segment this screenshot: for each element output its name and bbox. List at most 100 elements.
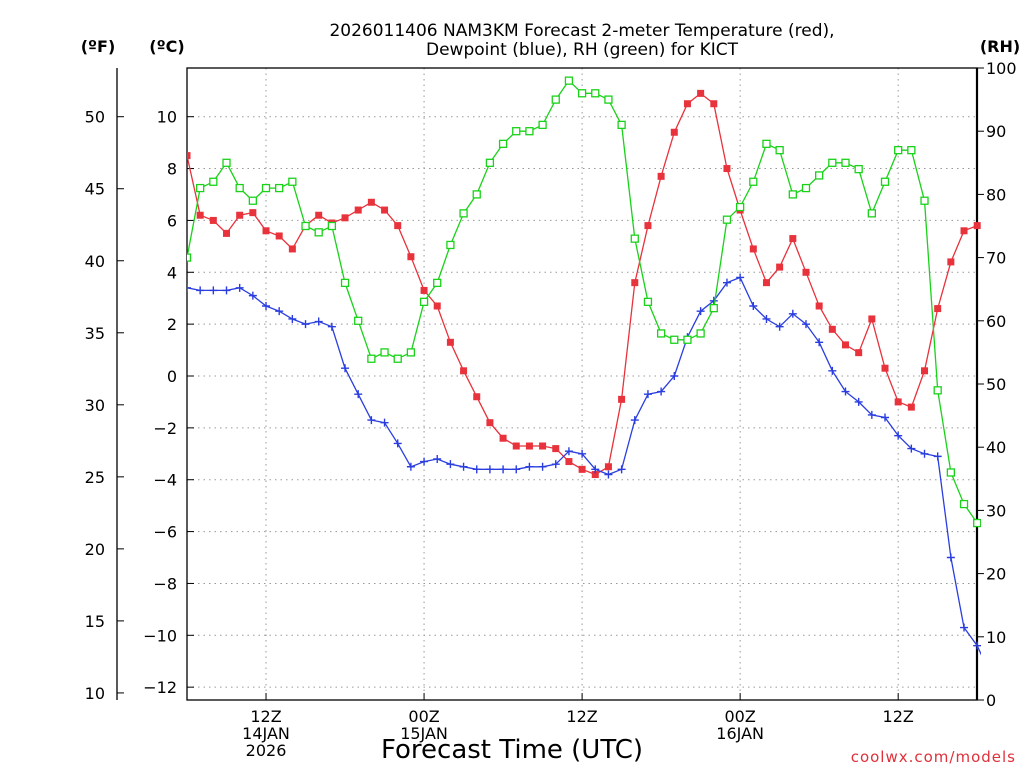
temperature-point — [828, 325, 836, 333]
temperature-point — [262, 227, 270, 235]
relative-humidity-point — [485, 158, 495, 167]
source-credit: coolwx.com/models — [851, 748, 1016, 766]
relative-humidity-point — [564, 76, 574, 85]
dewpoint-point — [433, 454, 442, 463]
dewpoint-point — [881, 413, 890, 422]
time-tick-label: 15JAN — [400, 724, 448, 743]
plot-axes: −12−10−8−6−4−2024681012Z14JAN202600Z15JA… — [85, 59, 1017, 760]
temperature-point — [354, 206, 362, 214]
fahrenheit-tick-label: 20 — [85, 540, 105, 559]
temperature-point — [288, 245, 296, 253]
celsius-tick-label: −2 — [153, 419, 177, 438]
dewpoint-point — [420, 457, 429, 466]
dewpoint-point — [657, 387, 666, 396]
time-tick-label: 12Z — [883, 707, 914, 726]
celsius-tick-label: 2 — [167, 315, 177, 334]
dewpoint-point — [722, 278, 731, 287]
temperature-point — [209, 216, 217, 224]
dewpoint-point — [591, 465, 600, 474]
temperature-point — [894, 398, 902, 406]
dewpoint-point — [354, 390, 363, 399]
dewpoint-point — [525, 462, 534, 471]
temperature-point — [187, 152, 191, 160]
dewpoint-point — [275, 307, 284, 316]
x-axis-label: Forecast Time (UTC) — [381, 735, 643, 765]
dewpoint-point — [907, 444, 916, 453]
relative-humidity-point — [920, 196, 929, 205]
temperature-point — [749, 245, 757, 253]
temperature-point — [249, 209, 257, 217]
relative-humidity-point — [327, 221, 337, 231]
fahrenheit-tick-label: 45 — [85, 180, 105, 199]
dewpoint-point — [578, 449, 587, 458]
dewpoint-point — [775, 322, 784, 331]
series-group — [187, 76, 981, 656]
temperature-point — [604, 463, 612, 471]
relative-humidity-point — [459, 209, 468, 218]
temperature-point — [236, 211, 244, 219]
temperature-point — [460, 367, 468, 375]
relative-humidity-point — [354, 316, 363, 325]
relative-humidity-point — [367, 354, 376, 363]
dewpoint-point — [538, 462, 547, 471]
dewpoint-point — [736, 273, 745, 282]
relative-humidity-point — [696, 329, 705, 338]
relative-humidity-point — [656, 329, 666, 338]
temperature-point — [539, 442, 547, 450]
relative-humidity-point — [314, 228, 323, 237]
relative-humidity-point — [301, 221, 310, 231]
relative-humidity-point — [340, 278, 350, 288]
fahrenheit-tick-label: 25 — [85, 468, 105, 487]
temperature-point — [947, 258, 955, 266]
relative-humidity-point — [472, 190, 481, 199]
dewpoint-point — [209, 286, 218, 295]
temperature-point — [670, 128, 678, 136]
relative-humidity-point — [222, 158, 231, 167]
celsius-tick-label: −12 — [143, 678, 177, 697]
temperature-point — [855, 349, 863, 357]
temperature-point — [315, 211, 323, 219]
relative-humidity-point — [187, 253, 192, 262]
rh-tick-label: 30 — [986, 501, 1006, 520]
temperature-point — [367, 198, 375, 206]
relative-humidity-point — [670, 335, 679, 344]
dewpoint-point — [248, 291, 257, 300]
time-tick-label: 00Z — [724, 707, 755, 726]
relative-humidity-point — [946, 468, 956, 477]
fahrenheit-tick-label: 40 — [85, 252, 105, 271]
dewpoint-point — [406, 462, 415, 471]
temperature-point — [907, 403, 915, 411]
temperature-point — [762, 279, 770, 287]
dewpoint-point — [854, 397, 863, 406]
temperature-point — [842, 341, 849, 349]
relative-humidity-point — [907, 146, 916, 155]
relative-humidity-point — [393, 354, 402, 363]
temperature-point — [591, 471, 599, 479]
celsius-tick-label: −8 — [153, 574, 177, 593]
relative-humidity-point — [196, 183, 205, 193]
dewpoint-point — [696, 307, 705, 316]
dewpoint-point — [604, 470, 613, 479]
dewpoint-point — [815, 338, 824, 347]
temperature-point — [789, 235, 797, 243]
dewpoint-point — [301, 320, 310, 329]
relative-humidity-point — [498, 139, 508, 148]
time-tick-label: 12Z — [250, 707, 281, 726]
time-tick-label: 00Z — [408, 707, 439, 726]
dewpoint-point — [709, 296, 718, 305]
rh-tick-label: 70 — [986, 249, 1006, 268]
fahrenheit-unit-label: (ºF) — [81, 37, 116, 56]
temperature-point — [960, 227, 968, 235]
relative-humidity-point — [801, 183, 811, 193]
temperature-point — [657, 172, 665, 180]
dewpoint-point — [314, 317, 323, 326]
relative-humidity-point — [433, 278, 442, 288]
dewpoint-point — [499, 465, 508, 474]
rh-tick-label: 60 — [986, 312, 1006, 331]
relative-humidity-point — [749, 177, 758, 186]
dewpoint-point — [867, 410, 876, 419]
rh-tick-label: 90 — [986, 122, 1006, 141]
relative-humidity-point — [722, 215, 732, 224]
temperature-point — [697, 89, 705, 97]
